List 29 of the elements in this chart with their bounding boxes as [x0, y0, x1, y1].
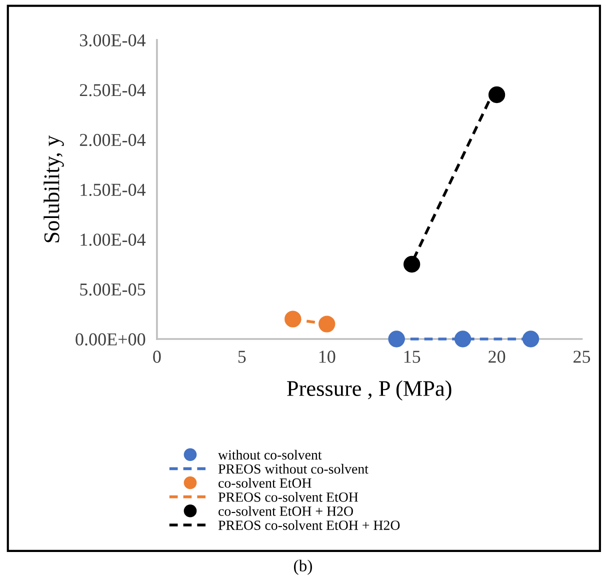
legend-label: co-solvent EtOH: [218, 478, 312, 488]
legend-label: PREOS co-solvent EtOH: [218, 492, 358, 502]
x-tick-label: 15: [404, 350, 420, 363]
x-tick-label: 10: [319, 350, 336, 363]
y-tick-label: 5.00E-05: [80, 283, 146, 296]
y-axis-title: Solubility, y: [44, 135, 64, 242]
point: [522, 330, 540, 348]
y-tick-label: 0.00E+00: [76, 333, 146, 346]
point: [488, 86, 506, 104]
legend-label: PREOS without co-solvent: [218, 464, 368, 474]
point: [454, 330, 472, 348]
y-tick-label: 2.50E-04: [80, 84, 146, 96]
y-tick-label: 2.00E-04: [80, 134, 146, 146]
y-tick-label: 1.50E-04: [80, 184, 146, 196]
text: (b): [294, 560, 312, 575]
point: [388, 330, 405, 348]
x-tick-label: 25: [574, 350, 590, 363]
point: [318, 316, 336, 332]
y-tick-label: 3.00E-04: [80, 34, 146, 46]
legend-label: without co-solvent: [218, 450, 322, 460]
point: [284, 310, 302, 328]
legend-label: PREOS co-solvent EtOH + H2O: [218, 520, 400, 530]
x-axis-title: Pressure , P (MPa): [287, 380, 452, 401]
x-tick-label: 20: [488, 350, 506, 363]
x-tick-label: 0: [153, 350, 161, 363]
legend-label: co-solvent EtOH + H2O: [218, 506, 353, 516]
x-tick-label: 5: [238, 350, 246, 363]
y-tick-label: 1.00E-04: [80, 234, 146, 246]
point: [404, 256, 420, 273]
